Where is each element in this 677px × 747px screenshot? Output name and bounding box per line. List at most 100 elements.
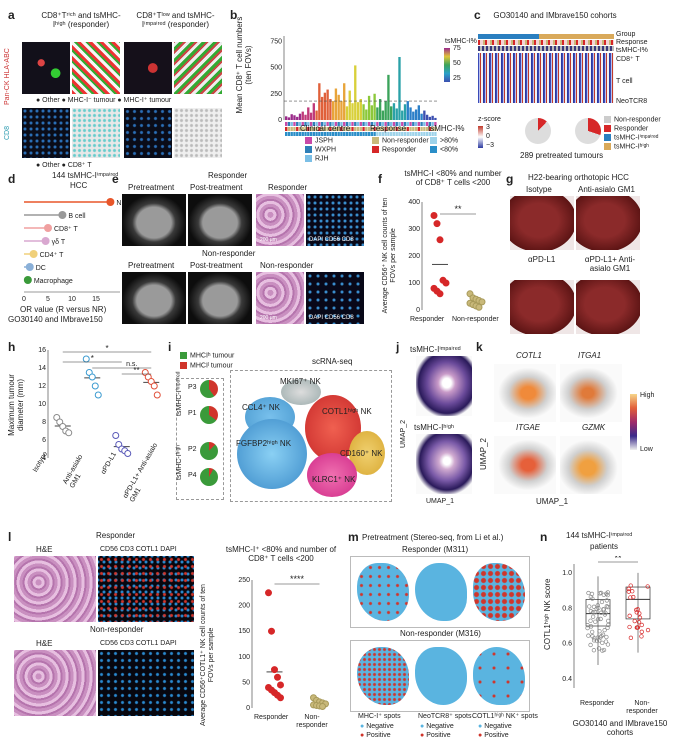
panel-m-neg-2: ● Negative [420, 723, 454, 730]
panel-b-bar [320, 96, 324, 120]
panel-i-pie-1 [200, 380, 218, 398]
panel-e-nonresponder-title: Non-responder [202, 249, 256, 258]
panel-b-cbar-title: tsMHC-I% [445, 38, 477, 45]
panel-b-centre-cell [367, 122, 371, 126]
panel-b-centre-cell [318, 122, 321, 126]
panel-n-dot [598, 635, 603, 640]
panel-f-title: tsMHC-I <80% and number of CD8⁺ T cells … [404, 169, 502, 187]
panel-h-dot [91, 382, 99, 390]
panel-m-resp-cotl1 [473, 563, 525, 621]
panel-n-dot [601, 592, 606, 597]
panel-b-bar [337, 94, 340, 120]
panel-n-dot [595, 617, 601, 622]
panel-m-nonresp-mhc [357, 647, 409, 705]
panel-b-centre-cell [434, 122, 437, 126]
panel-n-xcat-2: Non-responder [626, 700, 658, 715]
panel-b-bar [420, 113, 423, 120]
panel-b-legend-centre-1: JSPH [305, 137, 333, 145]
panel-l-dot [268, 627, 275, 635]
panel-d-xtick: 10 [68, 296, 76, 302]
panel-i-pie-4 [200, 468, 218, 486]
panel-b-pct-cell [376, 132, 379, 136]
panel-a-image-7 [124, 108, 172, 158]
panel-b-centre-cell [381, 122, 385, 126]
panel-n-dot [628, 635, 634, 640]
panel-n-box-plot: 0.4 0.6 0.8 1.0 ** [562, 556, 651, 688]
panel-b-pct-cell [354, 132, 357, 136]
panel-l-he-nonresp [14, 650, 96, 716]
panel-b-response-cell [367, 127, 371, 131]
panel-b-pct-cell [323, 132, 327, 136]
panel-b-colorbar [444, 48, 450, 82]
panel-c-zscore: z-score [478, 116, 501, 123]
panel-b-response-cell [392, 127, 396, 131]
panel-b-bar [373, 93, 376, 120]
panel-n-dot [585, 625, 590, 631]
panel-d-dot [29, 250, 38, 258]
panel-n-xcat-1: Responder [580, 700, 615, 707]
panel-b-legend-centre-2: WXPH [305, 146, 336, 154]
panel-b-centre-cell [423, 122, 426, 126]
panel-b-cbar-tick-3: 25 [453, 75, 461, 82]
panel-n-label: n [540, 530, 548, 544]
panel-e-ihc-resp: Responder [268, 183, 308, 192]
panel-c-leg-4: tsMHC-Iʰⁱᵍʰ [604, 143, 649, 151]
panel-b-centre-cell [431, 122, 434, 126]
panel-i-group-1: tsMHC-Iⁱᵐᵖᵃⁱʳᵉᵈ [176, 371, 183, 416]
panel-l-dot [271, 666, 278, 674]
panel-e-ihc-nonresp: Non-responder [260, 261, 314, 270]
panel-a-image-4 [174, 42, 222, 94]
panel-n-dot [635, 625, 640, 630]
panel-b-pct-cell [296, 132, 299, 136]
panel-n-dot [630, 589, 635, 594]
panel-b-bar [359, 99, 362, 120]
panel-b-ylabel: Mean CD8⁺ T cell numbers (ten FOVs) [235, 16, 253, 114]
panel-n-dot [593, 619, 598, 624]
panel-b-bar [378, 99, 382, 120]
panel-b-response-cell [423, 127, 426, 131]
panel-b-response-cell [351, 127, 354, 131]
panel-l-he-1: H&E [36, 545, 53, 554]
panel-b-response-cell [359, 127, 362, 131]
panel-b-response-cell [323, 127, 327, 131]
panel-b-pct-cell [406, 132, 409, 136]
panel-b-response-cell [412, 127, 415, 131]
panel-i-title: scRNA-seq [312, 357, 353, 366]
panel-n-dot [588, 618, 593, 623]
panel-b-centre-cell [285, 122, 288, 126]
panel-b-centre-cell [392, 122, 396, 126]
panel-b-bar [301, 111, 304, 120]
panel-k-gene-3: ITGAE [516, 423, 541, 432]
panel-b-centre-cell [362, 122, 365, 126]
panel-b-bar [348, 90, 351, 120]
panel-b-centre-cell [390, 122, 393, 126]
panel-d-dot [23, 276, 32, 284]
panel-b-response-cell [406, 127, 409, 131]
panel-l-he-resp [14, 556, 96, 622]
panel-b-pct-cell [390, 132, 393, 136]
panel-h-dot [150, 382, 158, 390]
panel-b-centre-cell [414, 122, 418, 126]
panel-l-plot-bg: 0 50 100 150 200 250 **** [230, 574, 342, 714]
panel-i-pie-label-3: P2 [188, 446, 197, 453]
panel-b-pct-cell [362, 132, 365, 136]
panel-e-if-nonresp [306, 272, 364, 324]
panel-n-dot [604, 604, 609, 609]
panel-b-centre-cell [287, 122, 291, 126]
panel-b-bar [293, 115, 296, 120]
panel-b-response-cell [329, 127, 332, 131]
panel-b-bar [403, 104, 407, 120]
panel-b-bar [365, 109, 368, 120]
panel-b-response-cell [356, 127, 360, 131]
panel-b-pct-cell [423, 132, 426, 136]
panel-n-dot [639, 634, 644, 639]
panel-b-centre-cell [406, 122, 409, 126]
panel-n-dot [586, 633, 591, 638]
panel-j-top-title: tsMHC-Iⁱᵐᵖᵃⁱʳᵉᵈ [410, 345, 461, 354]
panel-b-response-cell [420, 127, 423, 131]
panel-a-side-label-1: Pan-CK HLA-ABC [4, 48, 11, 105]
panel-n-dot [604, 598, 609, 603]
panel-b-bar [434, 117, 437, 120]
panel-b-bar [298, 113, 302, 120]
panel-b-legend-response-1: Non-responder [372, 137, 429, 145]
